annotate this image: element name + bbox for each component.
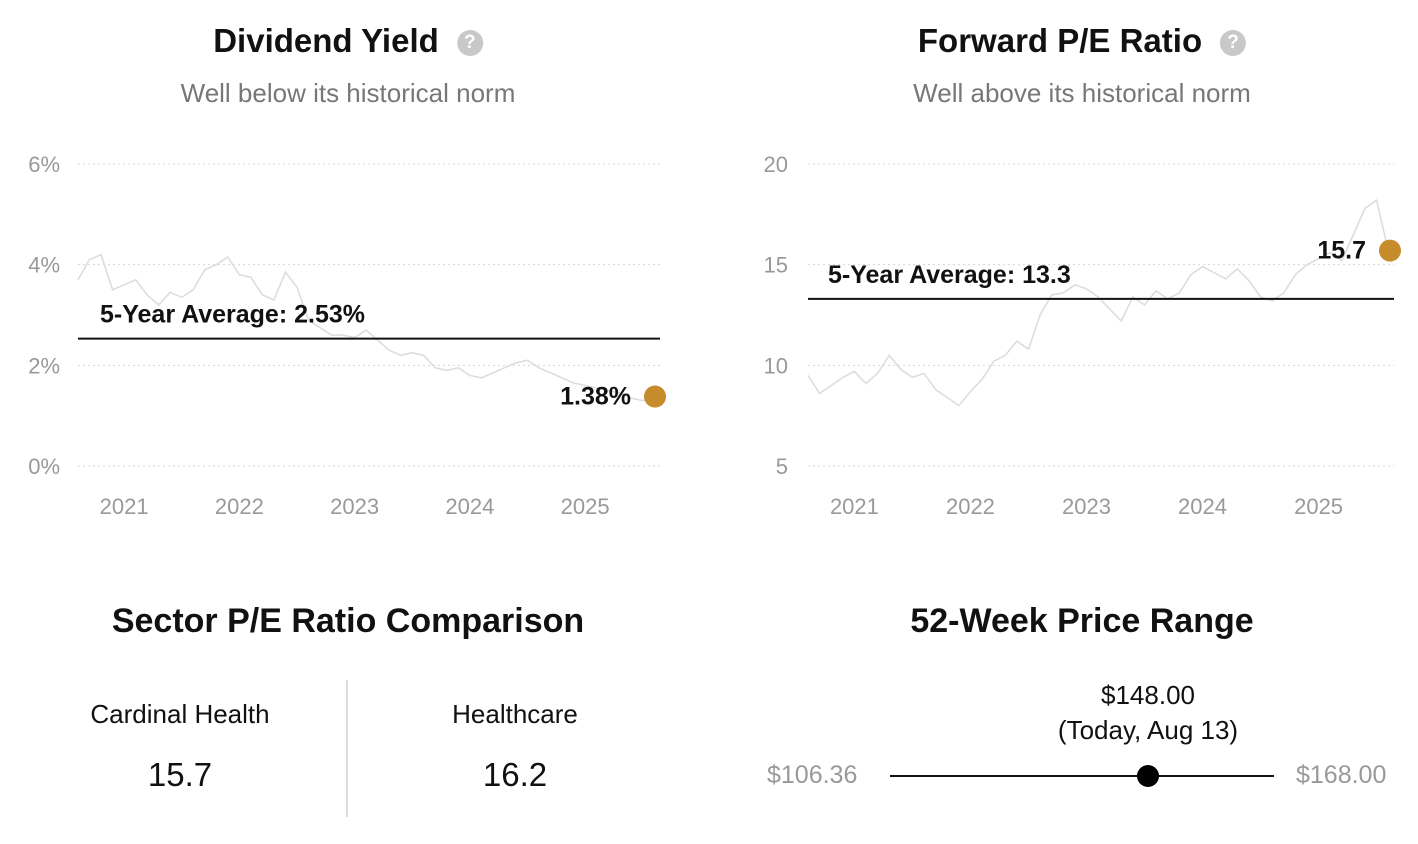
x-tick-label: 2021: [100, 494, 149, 519]
x-tick-label: 2023: [1062, 494, 1111, 519]
forward-pe-chart: 5 10 15 20 2021 2022 2023 2024 2025 5-Year Aver…: [764, 152, 1401, 519]
x-tick-label: 2025: [561, 494, 610, 519]
sector-left-value: 15.7: [147, 756, 213, 793]
dividend-yield-line: [77, 253, 655, 402]
forward-pe-subtitle: Well above its historical norm: [913, 78, 1251, 108]
range-high: $168.00: [1296, 761, 1387, 789]
dividend-average-label: 5-Year Average: 2.53%: [100, 301, 365, 329]
question-circle-icon[interactable]: ?: [456, 30, 483, 56]
sector-pe-title: Sector P/E Ratio Comparison: [111, 602, 585, 640]
x-tick-label: 2022: [946, 494, 995, 519]
pe-average-label: 5-Year Average: 13.3: [828, 261, 1071, 289]
y-tick-label: 4%: [28, 253, 60, 278]
dividend-current-dot[interactable]: [644, 385, 666, 408]
sector-right-name: Healthcare: [452, 699, 578, 729]
forward-pe-line: [807, 198, 1389, 407]
y-tick-label: 6%: [28, 152, 60, 177]
y-tick-label: 15: [764, 253, 788, 278]
dividend-yield-title: Dividend Yield?: [213, 22, 483, 60]
dividend-current-label: 1.38%: [560, 383, 631, 411]
x-tick-label: 2024: [445, 494, 494, 519]
sector-left-name: Cardinal Health: [90, 699, 270, 729]
y-tick-label: 20: [764, 152, 788, 177]
x-tick-label: 2022: [215, 494, 264, 519]
dividend-yield-chart: 0% 2% 4% 6% 2021 2022 2023 2024 2025 5-Year Ave…: [28, 152, 666, 519]
dividend-yield-subtitle: Well below its historical norm: [180, 78, 516, 108]
range-current-price-value: $148.00: [1101, 680, 1195, 710]
range-track: [890, 775, 1274, 777]
x-tick-label: 2023: [330, 494, 379, 519]
x-tick-label: 2021: [830, 494, 879, 519]
sector-divider: [346, 680, 348, 817]
price-range-title: 52-Week Price Range: [910, 602, 1254, 640]
range-current-price: $148.00 (Today, Aug 13): [1058, 680, 1238, 746]
x-tick-label: 2025: [1294, 494, 1343, 519]
range-current-note: (Today, Aug 13): [1057, 715, 1239, 745]
y-tick-label: 10: [764, 353, 788, 378]
y-tick-label: 2%: [28, 353, 60, 378]
question-circle-icon[interactable]: ?: [1220, 30, 1247, 56]
sector-right-value: 16.2: [482, 756, 548, 793]
pe-current-dot[interactable]: [1379, 239, 1401, 262]
range-low: $106.36: [767, 761, 858, 789]
y-tick-label: 0%: [28, 454, 60, 479]
forward-pe-title: Forward P/E Ratio?: [918, 22, 1247, 60]
pe-current-label: 15.7: [1317, 237, 1366, 265]
x-tick-label: 2024: [1178, 494, 1227, 519]
range-current-marker[interactable]: [1137, 765, 1160, 787]
y-tick-label: 5: [776, 454, 788, 479]
